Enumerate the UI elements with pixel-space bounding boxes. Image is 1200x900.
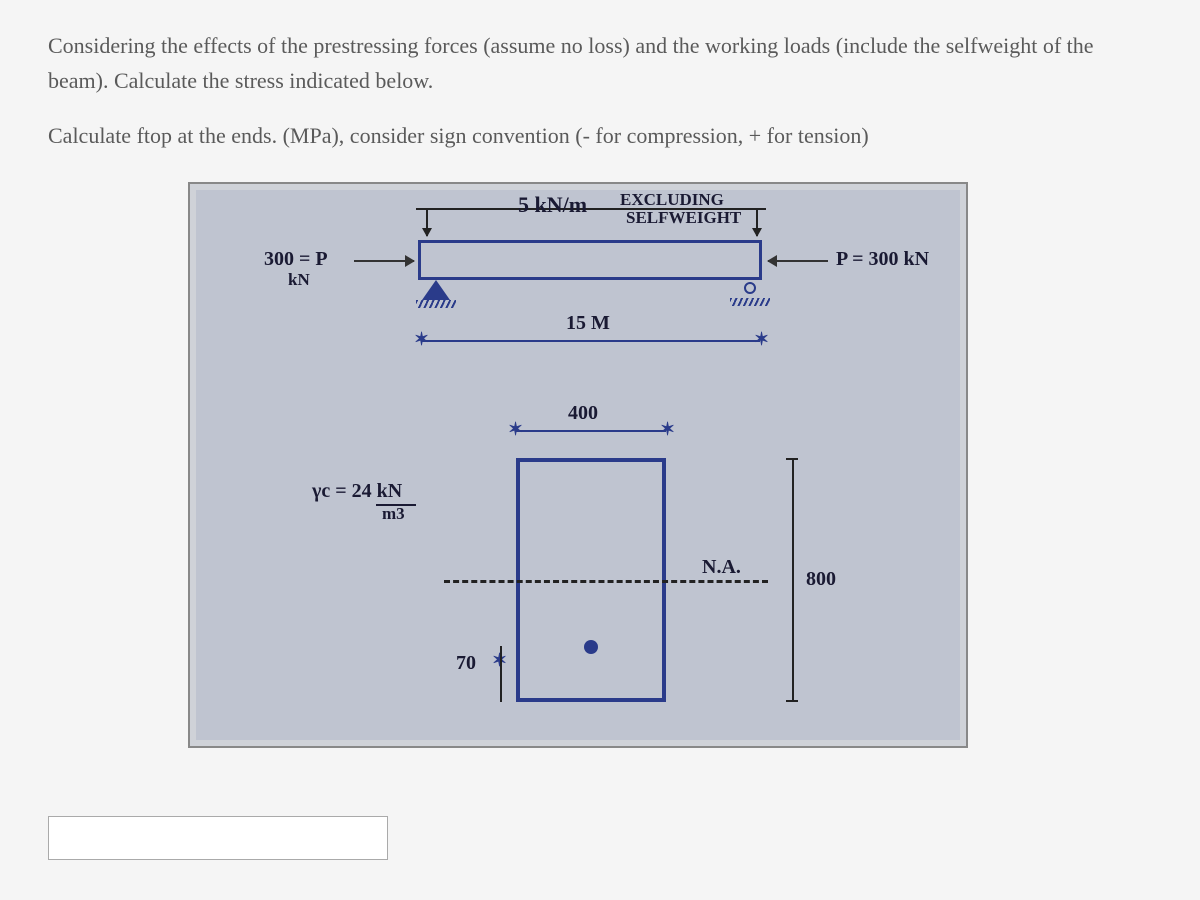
section-width-label: 400	[568, 402, 598, 425]
eccentricity-label: 70	[456, 652, 476, 675]
support-roller-right	[744, 282, 756, 294]
support-hatch-right	[730, 298, 770, 306]
question-paragraph-2: Calculate ftop at the ends. (MPa), consi…	[48, 118, 1152, 153]
section-width-dim-line	[516, 430, 666, 432]
section-height-dim-line	[792, 458, 794, 702]
section-width-star-right: ✶	[660, 419, 675, 440]
span-dim-line	[422, 340, 760, 342]
figure-canvas: 5 kN/m EXCLUDING SELFWEIGHT 300 = P kN P…	[196, 190, 960, 740]
prestress-arrow-left	[354, 260, 414, 262]
section-width-star-left: ✶	[508, 419, 523, 440]
tendon-dot	[584, 640, 598, 654]
neutral-axis-line	[444, 580, 768, 583]
gamma-c-label-line1: γc = 24 kN	[312, 480, 402, 503]
udl-arrow-right	[756, 208, 758, 236]
answer-input[interactable]	[48, 816, 388, 860]
support-pin-left	[422, 280, 450, 300]
span-label: 15 M	[566, 312, 610, 335]
prestress-right-label: P = 300 kN	[836, 248, 929, 271]
prestress-arrow-right	[768, 260, 828, 262]
section-height-label: 800	[806, 568, 836, 591]
gamma-c-label-line2: m3	[382, 504, 405, 524]
prestress-left-label-bot: kN	[288, 270, 310, 290]
beam-outline	[418, 240, 762, 280]
span-dim-star-right: ✶	[754, 329, 769, 350]
udl-note-line1: EXCLUDING	[620, 190, 724, 210]
prestress-left-label-top: 300 = P	[264, 248, 328, 271]
section-height-tick-top	[786, 458, 798, 460]
eccentricity-tick	[500, 646, 502, 702]
figure-frame: 5 kN/m EXCLUDING SELFWEIGHT 300 = P kN P…	[188, 182, 968, 748]
udl-magnitude-label: 5 kN/m	[518, 192, 587, 218]
question-paragraph-1: Considering the effects of the prestress…	[48, 28, 1152, 98]
udl-note-line2: SELFWEIGHT	[626, 208, 741, 228]
span-dim-star-left: ✶	[414, 329, 429, 350]
section-height-tick-bot	[786, 700, 798, 702]
neutral-axis-label: N.A.	[702, 556, 741, 579]
support-hatch-left	[416, 300, 456, 308]
udl-arrow-left	[426, 208, 428, 236]
